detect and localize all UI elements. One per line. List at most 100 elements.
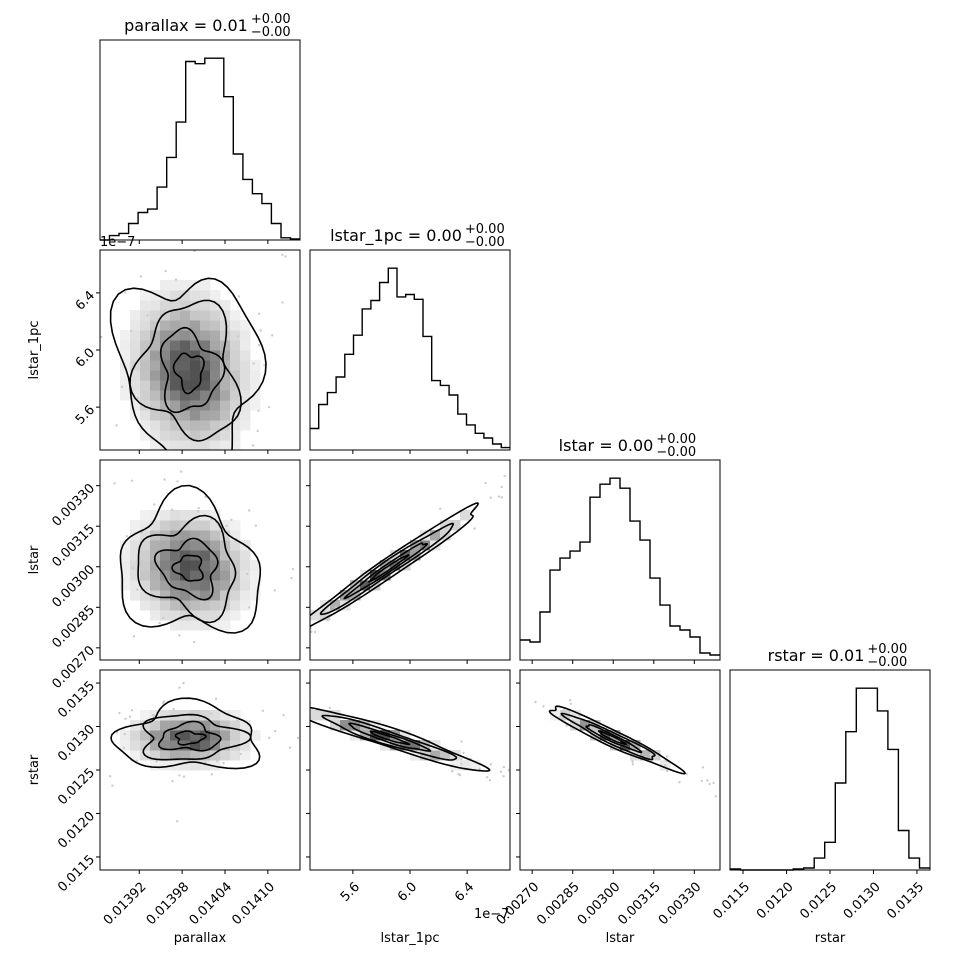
sample-point [164, 269, 167, 273]
density-cell [230, 380, 241, 391]
density-cell [160, 710, 171, 721]
density-cell [220, 530, 231, 541]
density-cell [200, 300, 211, 311]
sample-point [489, 496, 492, 499]
sample-point [665, 769, 669, 773]
density-cell [200, 290, 211, 301]
density-cell [140, 730, 151, 741]
density-cell [170, 550, 181, 561]
density-cell [200, 580, 211, 591]
x-tick-label: 0.0135 [884, 880, 927, 923]
density-cell [230, 710, 241, 721]
sample-point [210, 518, 213, 521]
density-cell [430, 540, 441, 551]
y-tick-label: 0.0125 [55, 765, 98, 808]
density-cell [220, 420, 231, 431]
density-cell [330, 710, 341, 721]
sample-point [507, 768, 510, 772]
density-cell [160, 720, 171, 731]
sample-point [42, 258, 44, 260]
density-cell [190, 730, 201, 741]
density-cell [220, 590, 231, 601]
sample-point [291, 567, 295, 571]
sample-point [301, 631, 303, 633]
density-cell [180, 720, 191, 731]
sample-point [277, 710, 279, 712]
density-cell [160, 540, 171, 551]
density-cell [180, 760, 191, 771]
density-cell [550, 710, 561, 721]
sample-point [118, 711, 121, 715]
sample-point [204, 495, 207, 499]
density-cell [210, 600, 221, 611]
density-cell [140, 390, 151, 401]
density-cell [180, 280, 191, 291]
sample-point [236, 335, 240, 338]
density-cell [230, 320, 241, 331]
sample-point [460, 740, 463, 743]
sample-point [131, 567, 135, 570]
density-cell [170, 320, 181, 331]
sample-point [77, 481, 79, 483]
sample-point [111, 784, 114, 787]
density-cell [170, 420, 181, 431]
contour-line [597, 730, 627, 746]
density-cell [140, 560, 151, 571]
density-cell [400, 550, 411, 561]
density-cell [240, 750, 251, 761]
x-tick-label: 6.4 [452, 880, 477, 905]
sample-point [216, 759, 219, 763]
sample-point [439, 507, 442, 510]
density-cell [190, 320, 201, 331]
x-tick-label: 5.6 [338, 880, 363, 905]
sample-point [259, 329, 262, 332]
sample-point [700, 779, 704, 783]
sample-point [130, 709, 134, 712]
sample-point [268, 736, 271, 740]
sample-point [139, 275, 143, 278]
density-cell [160, 290, 171, 301]
density-cell [190, 520, 201, 531]
density-cell [190, 400, 201, 411]
sample-point [565, 724, 568, 727]
contour-line [159, 326, 226, 414]
density-cell [130, 370, 141, 381]
sample-point [254, 524, 258, 527]
density-cell [140, 570, 151, 581]
density-cell [200, 390, 211, 401]
density-cell [240, 410, 251, 421]
sample-point [208, 672, 210, 674]
density-cell [210, 380, 221, 391]
density-cell [190, 340, 201, 351]
density-cell [250, 580, 261, 591]
density-cell [210, 410, 221, 421]
density-cell [200, 710, 211, 721]
sample-point [248, 509, 251, 512]
y-axis-label-lstar: lstar [27, 545, 42, 574]
density-cell [130, 740, 141, 751]
density-cell [120, 370, 131, 381]
density-cell [150, 730, 161, 741]
density-cell [210, 320, 221, 331]
density-cell [170, 410, 181, 421]
density-cell [190, 600, 201, 611]
sample-point [125, 535, 129, 538]
sample-point [281, 301, 284, 304]
density-cell [150, 370, 161, 381]
density-cell [150, 330, 161, 341]
sample-point [49, 424, 51, 426]
density-cell [140, 430, 151, 441]
density-cell [180, 430, 191, 441]
density-cell [170, 340, 181, 351]
panel-content [277, 702, 557, 798]
density-cell [250, 730, 261, 741]
sample-point [555, 796, 557, 798]
sample-point [223, 685, 225, 687]
density-cell [170, 540, 181, 551]
x-tick-label: 0.0125 [797, 880, 840, 923]
density-cell [130, 310, 141, 321]
sample-point [678, 780, 681, 784]
density-cell [140, 510, 151, 521]
density-cell [200, 520, 211, 531]
density-cell [150, 420, 161, 431]
